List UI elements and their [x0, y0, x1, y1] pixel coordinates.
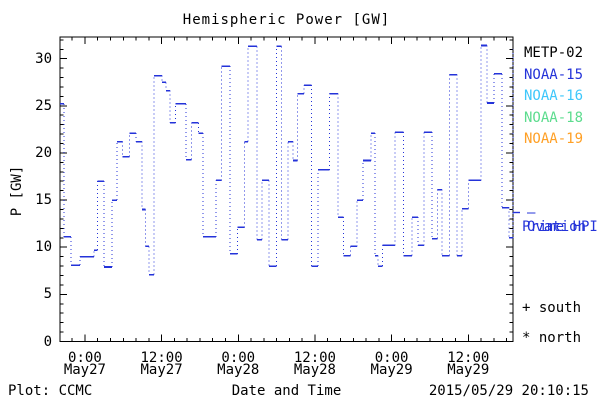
y-tick-label: 15 [35, 192, 52, 209]
y-axis-title: P [GW] [9, 165, 25, 217]
x-tick-label: 12:00 May29 [426, 350, 510, 378]
y-tick-label: 0 [43, 333, 52, 350]
x-tick-date: May28 [293, 362, 336, 378]
hpi-step-line-layer [60, 44, 520, 276]
chart-title: Hemispheric Power [GW] [182, 12, 391, 28]
legend-item-noaa-18: NOAA-18 [524, 109, 584, 126]
plot-timestamp: 2015/05/29 20:10:15 [428, 383, 589, 399]
y-tick-label: 30 [35, 50, 52, 67]
x-tick-label: 12:00 May28 [273, 350, 357, 378]
x-tick-time: 12:00 [293, 350, 336, 366]
hpi-step-line-connectors [63, 45, 514, 275]
x-tick-label: 12:00 May27 [120, 350, 204, 378]
ovation-prime-label-line2: Prime HPI [522, 219, 598, 235]
x-tick-time: 0:00 [221, 350, 256, 366]
x-tick-date: May29 [370, 362, 413, 378]
hpi-step-line-segments [60, 44, 513, 276]
x-tick-time: 12:00 [447, 350, 490, 366]
x-tick-label: 0:00 May28 [196, 350, 280, 378]
south-marker-note: + south [522, 300, 582, 316]
x-tick-date: May28 [217, 362, 260, 378]
x-tick-label: 0:00 May29 [350, 350, 434, 378]
y-tick-label: 10 [35, 239, 52, 256]
x-tick-time: 12:00 [140, 350, 183, 366]
x-tick-time: 0:00 [374, 350, 409, 366]
x-tick-date: May29 [447, 362, 490, 378]
ovation-prime-label-line1: — Ovation [527, 205, 587, 235]
y-tick-label: 5 [43, 286, 52, 303]
legend-item-noaa-16: NOAA-16 [524, 88, 584, 104]
x-tick-time: 0:00 [68, 350, 102, 366]
y-tick-label: 25 [35, 97, 52, 114]
plot-frame [59, 36, 514, 342]
legend-item-noaa-15: NOAA-15 [524, 66, 584, 83]
y-tick-label: 20 [35, 144, 52, 161]
legend-item-metp-02: METP-02 [524, 45, 584, 61]
axes-frame-and-ticks [59, 36, 514, 342]
north-marker-note: * north [522, 330, 582, 346]
x-tick-date: May27 [140, 362, 183, 378]
x-tick-label: 0:00 May27 [43, 350, 127, 378]
x-axis-title: Date and Time [231, 383, 342, 399]
legend-item-noaa-19: NOAA-19 [524, 131, 584, 147]
x-tick-date: May27 [63, 362, 106, 378]
plot-source-label: Plot: CCMC [8, 383, 93, 399]
